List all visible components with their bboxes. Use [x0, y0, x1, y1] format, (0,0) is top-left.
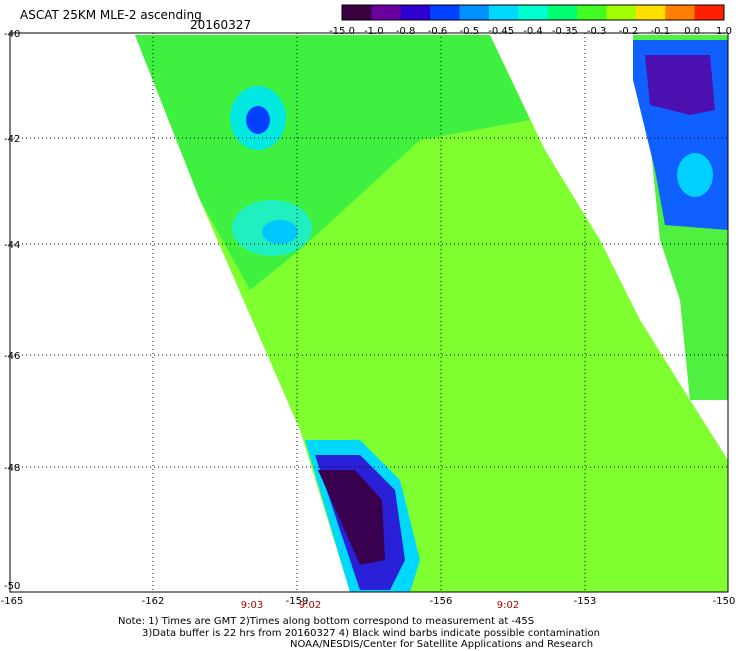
colorbar-label: -0.5	[460, 26, 480, 37]
colorbar-segment	[459, 5, 490, 20]
time-label: 9:02	[299, 600, 321, 611]
time-label: 9:03	[241, 600, 263, 611]
purple-core-south	[318, 470, 385, 565]
time-labels: 9:03 9:02 9:02	[241, 600, 519, 611]
map-title: ASCAT 25KM MLE-2 ascending	[20, 8, 202, 22]
lat-label: -40	[4, 29, 20, 40]
lon-label: -165	[1, 596, 24, 607]
color-scale-bar: -15.0 -1.0 -0.8 -0.6 -0.5 -0.45 -0.4 -0.35 -0.3 -…	[329, 4, 732, 37]
colorbar-segment	[488, 5, 519, 20]
latitude-labels: -40 -42 -44 -46 -48 -50	[4, 29, 20, 592]
colorbar-segment	[371, 5, 402, 20]
note-line-2: 3)Data buffer is 22 hrs from 20160327 4)…	[142, 628, 600, 639]
colorbar-label: -0.2	[619, 26, 639, 37]
map-date: 20160327	[190, 18, 252, 32]
colorbar-border	[341, 4, 725, 21]
colorbar-label: -0.45	[488, 26, 514, 37]
colorbar-label: -0.35	[552, 26, 578, 37]
colorbar-label: 0.0	[684, 26, 700, 37]
lat-label: -50	[4, 581, 20, 592]
lon-label: -153	[574, 596, 597, 607]
colorbar-label: -0.6	[428, 26, 448, 37]
lat-label: -42	[4, 134, 20, 145]
colorbar-label: -1.0	[364, 26, 384, 37]
colorbar-label: -0.3	[587, 26, 607, 37]
colorbar-segment	[342, 5, 372, 20]
lat-label: -48	[4, 463, 20, 474]
colorbar-label: -15.0	[329, 26, 355, 37]
longitude-labels: -165 -162 -159 -156 -153 -150	[1, 596, 736, 607]
colorbar-segment	[518, 5, 549, 20]
colorbar-segment	[635, 5, 666, 20]
east-swath	[633, 35, 728, 400]
time-label: 9:02	[497, 600, 519, 611]
lon-label: -156	[430, 596, 453, 607]
colorbar-label: -0.4	[523, 26, 543, 37]
blue-core-north	[246, 106, 270, 134]
lat-label: -46	[4, 351, 20, 362]
map-frame	[9, 32, 729, 593]
note-line-3: NOAA/NESDIS/Center for Satellite Applica…	[290, 639, 594, 650]
colorbar-segment	[694, 5, 725, 20]
cyan-core-mid	[262, 220, 298, 244]
colorbar-segment	[577, 5, 607, 20]
lat-label: -44	[4, 240, 20, 251]
wind-data-swath	[135, 35, 728, 592]
colorbar-segment	[400, 5, 431, 20]
colorbar-segment	[547, 5, 578, 20]
note-line-1: Note: 1) Times are GMT 2)Times along bot…	[118, 616, 535, 627]
colorbar-segment	[430, 5, 461, 20]
lon-label: -150	[713, 596, 736, 607]
colorbar-label: -0.8	[396, 26, 416, 37]
colorbar-label: 1.0	[716, 26, 732, 37]
colorbar-segment	[606, 5, 637, 20]
colorbar-segment	[665, 5, 696, 20]
lon-label: -159	[286, 596, 309, 607]
colorbar-label: -0.1	[651, 26, 671, 37]
lon-label: -162	[142, 596, 165, 607]
